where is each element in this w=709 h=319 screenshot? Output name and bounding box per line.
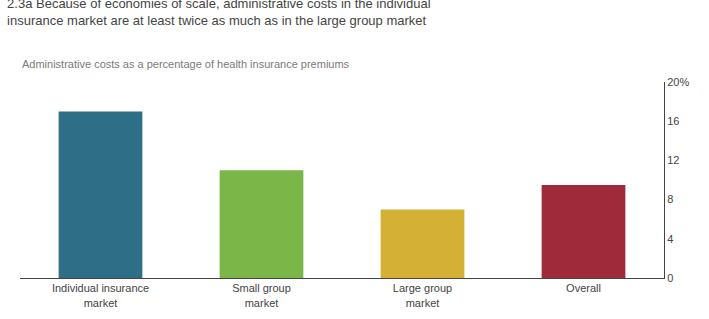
svg-text:20%: 20% xyxy=(667,76,689,88)
svg-text:0: 0 xyxy=(667,272,673,284)
svg-text:16: 16 xyxy=(667,115,679,127)
svg-text:Large groupmarket: Large groupmarket xyxy=(393,282,452,308)
svg-text:Individual insurancemarket: Individual insurancemarket xyxy=(52,282,149,308)
svg-text:12: 12 xyxy=(667,154,679,166)
svg-text:Small groupmarket: Small groupmarket xyxy=(232,282,291,308)
svg-text:Administrative costs as a perc: Administrative costs as a percentage of … xyxy=(22,58,350,70)
svg-text:2.3a Because of economies of s: 2.3a Because of economies of scale, admi… xyxy=(7,0,431,28)
svg-text:Overall: Overall xyxy=(566,282,601,294)
svg-text:8: 8 xyxy=(667,193,673,205)
svg-text:4: 4 xyxy=(667,233,673,245)
